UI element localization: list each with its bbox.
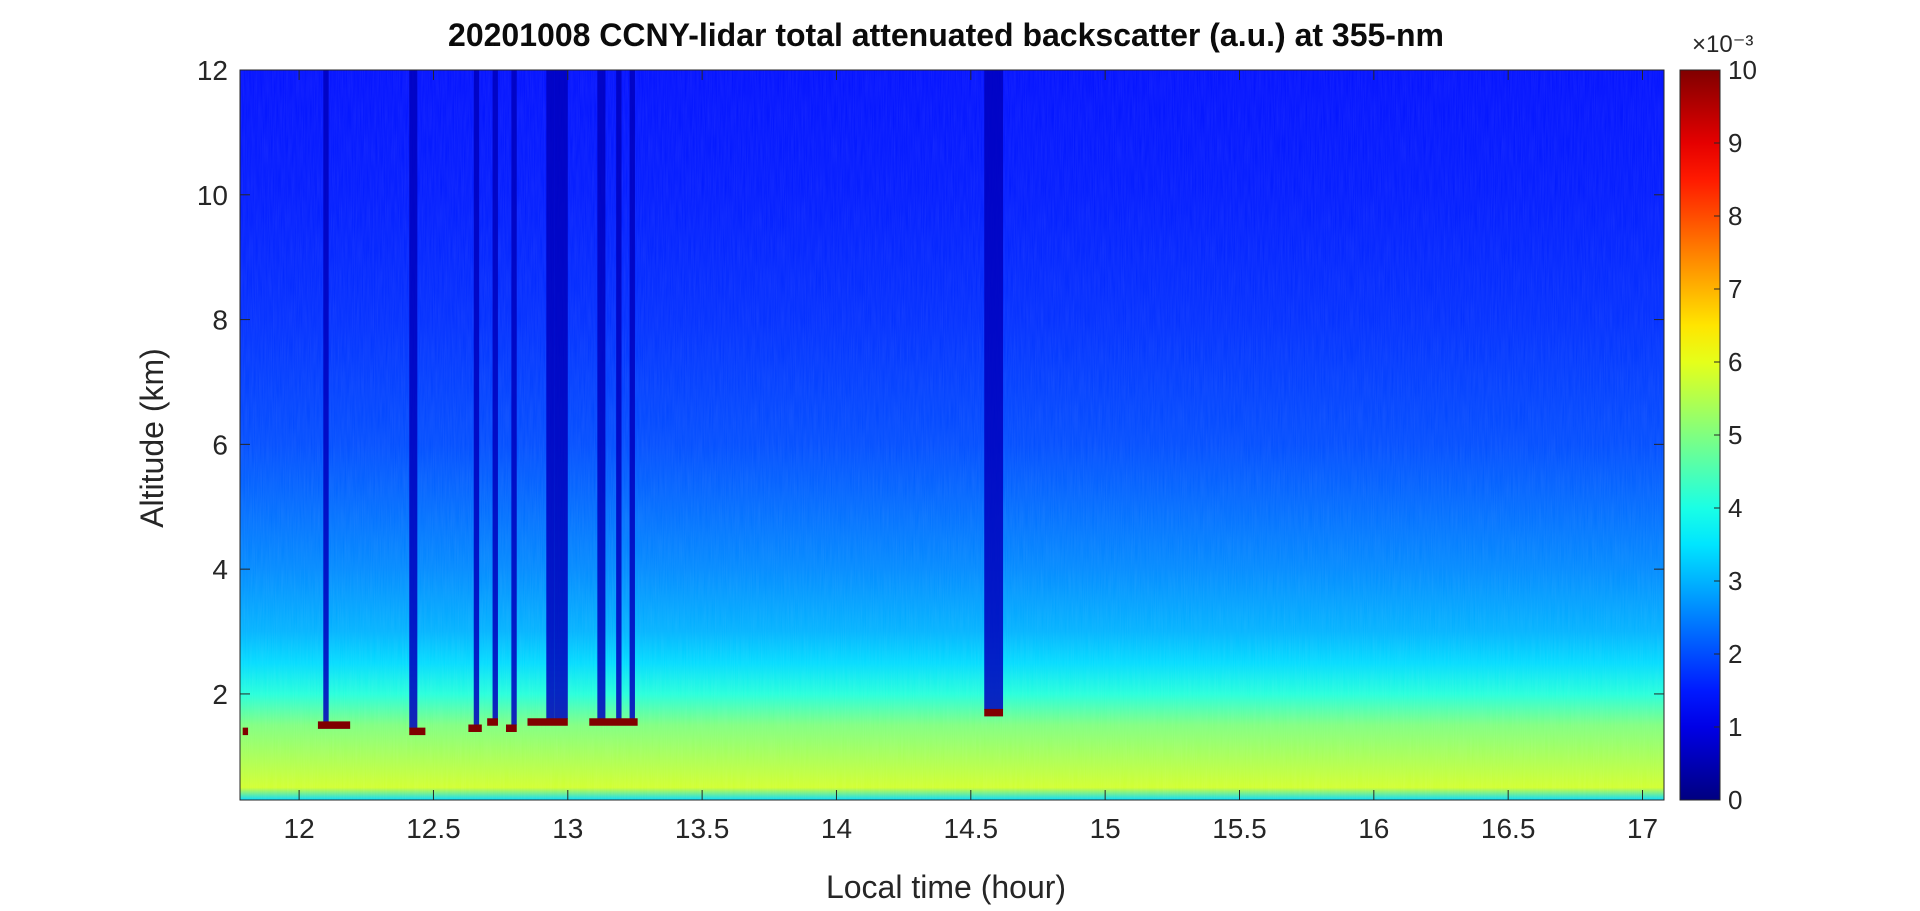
colorbar-tick-label: 3	[1728, 566, 1742, 596]
dark-band	[511, 70, 517, 726]
x-tick-label: 14.5	[944, 813, 999, 844]
x-tick-label: 12	[284, 813, 315, 844]
y-axis-ticks: 2 4 6 8 10 12	[197, 55, 1664, 710]
axes-frame	[239, 69, 1665, 801]
colorbar-tick-label: 6	[1728, 347, 1742, 377]
dark-band	[492, 70, 498, 726]
colorbar-tick-label: 10	[1728, 55, 1757, 85]
cloud-patch	[409, 727, 426, 736]
dark-band	[554, 70, 568, 719]
plot-area	[239, 69, 1665, 801]
dark-band	[409, 70, 418, 729]
dark-band	[473, 70, 480, 729]
x-tick-label: 16.5	[1481, 813, 1536, 844]
x-axis-label: Local time (hour)	[826, 869, 1066, 905]
heatmap-noise	[240, 70, 1664, 800]
y-tick-label: 12	[197, 55, 228, 86]
cloud-patches	[242, 708, 1004, 736]
colorbar-tick-label: 8	[1728, 201, 1742, 231]
y-tick-label: 10	[197, 180, 228, 211]
cloud-patch	[242, 727, 249, 736]
colorbar-tick-label: 5	[1728, 420, 1742, 450]
y-tick-label: 6	[212, 429, 228, 460]
axes	[239, 69, 1665, 801]
y-tick-label: 8	[212, 305, 228, 336]
cloud-patch	[589, 718, 638, 726]
x-tick-label: 15.5	[1212, 813, 1267, 844]
x-tick-label: 12.5	[406, 813, 461, 844]
cloud-patch	[317, 721, 351, 729]
colorbar: 0 1 2 3 4 5 6 7 8 9 10 ×10⁻³	[1679, 31, 1757, 815]
y-tick-label: 2	[212, 679, 228, 710]
colorbar-tick-label: 0	[1728, 785, 1742, 815]
x-axis-ticks: 12 12.5 13 13.5 14 14.5 15 15.5 16 16.5 17	[284, 70, 1658, 844]
dark-bands	[323, 70, 1004, 729]
cloud-patch	[487, 718, 498, 726]
dark-band	[984, 70, 1004, 710]
chart-title: 20201008 CCNY-lidar total attenuated bac…	[448, 17, 1444, 53]
colorbar-tick-label: 7	[1728, 274, 1742, 304]
y-tick-label: 4	[212, 554, 228, 585]
dark-band	[629, 70, 635, 719]
cloud-patch	[527, 718, 568, 726]
dark-band	[616, 70, 622, 719]
colorbar-exponent: ×10⁻³	[1692, 31, 1753, 58]
cloud-patch	[505, 724, 517, 732]
x-tick-label: 16	[1358, 813, 1389, 844]
cloud-patch	[984, 708, 1004, 717]
cloud-patch	[468, 724, 482, 732]
dark-band	[546, 70, 555, 719]
colorbar-tick-label: 9	[1728, 128, 1742, 158]
dark-band	[323, 70, 329, 723]
x-tick-label: 17	[1627, 813, 1658, 844]
colorbar-tick-label: 4	[1728, 493, 1742, 523]
colorbar-ticks: 0 1 2 3 4 5 6 7 8 9 10	[1714, 55, 1757, 815]
y-axis-label: Altitude (km)	[134, 348, 170, 528]
colorbar-gradient	[1679, 69, 1721, 801]
x-tick-label: 13.5	[675, 813, 730, 844]
x-tick-label: 15	[1090, 813, 1121, 844]
colorbar-tick-label: 1	[1728, 712, 1742, 742]
dark-band	[597, 70, 606, 719]
x-tick-label: 13	[552, 813, 583, 844]
x-tick-label: 14	[821, 813, 852, 844]
colorbar-tick-label: 2	[1728, 639, 1742, 669]
